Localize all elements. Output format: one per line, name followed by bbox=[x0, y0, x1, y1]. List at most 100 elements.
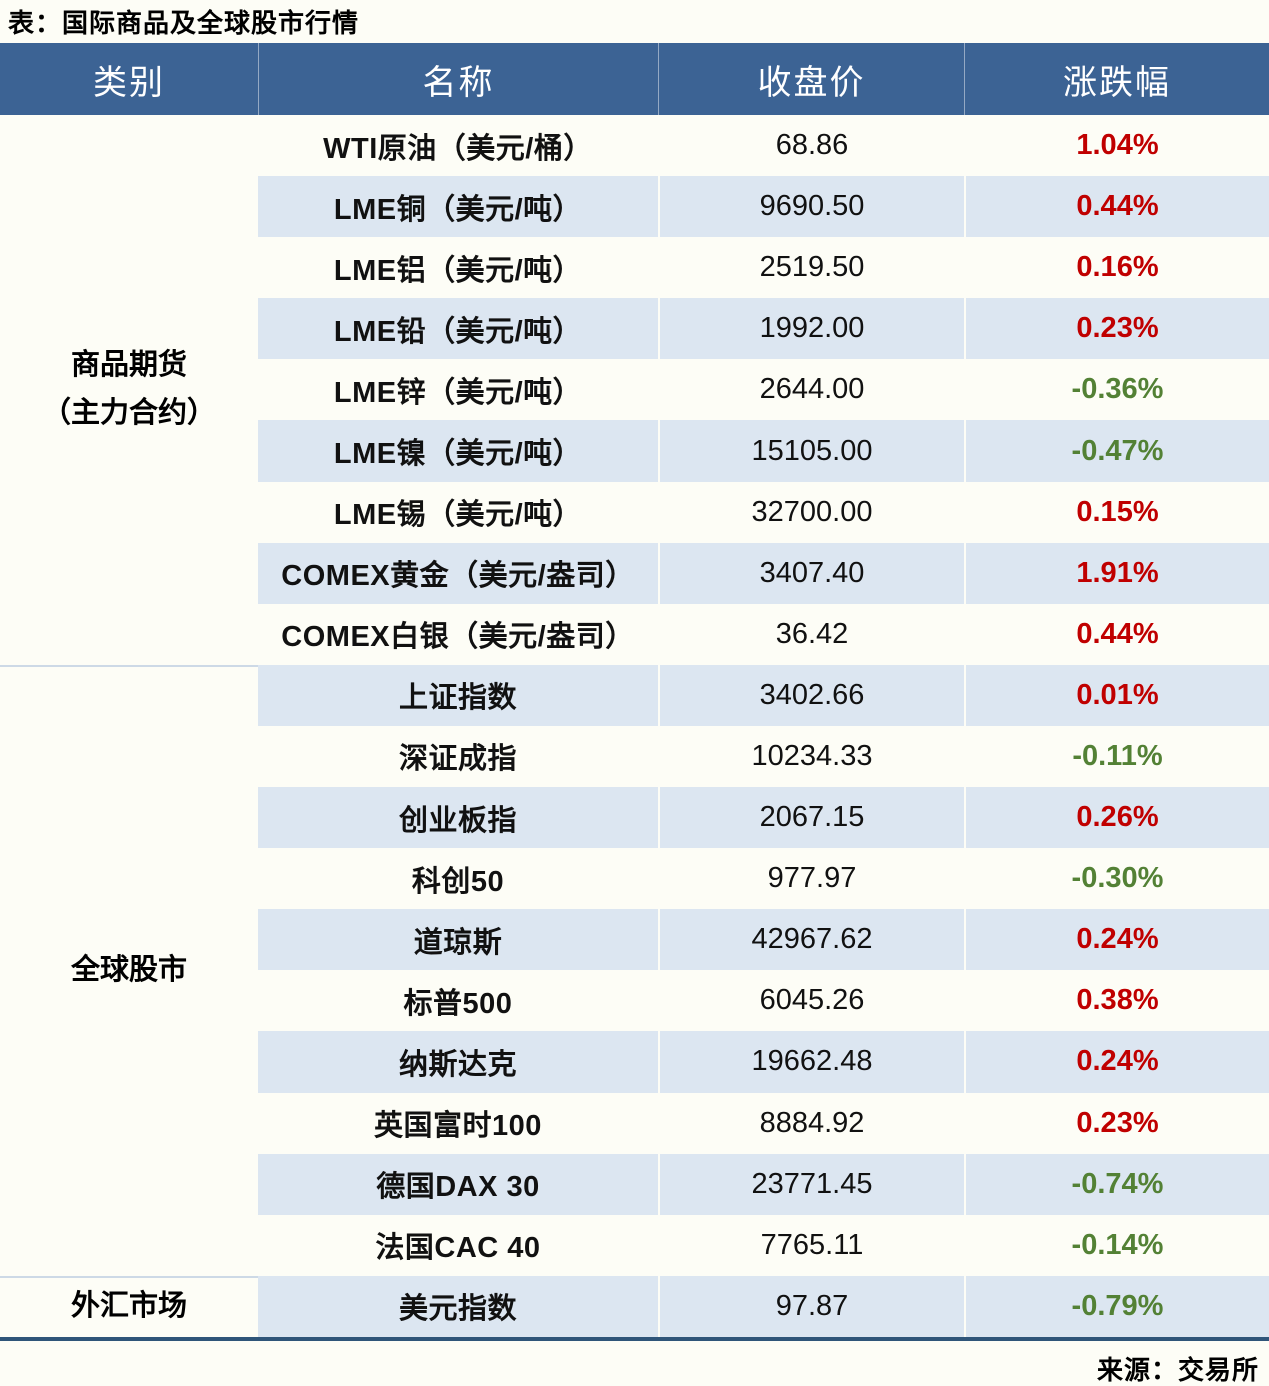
table-row: 法国CAC 40 7765.11 -0.14% bbox=[258, 1214, 1269, 1276]
close-price-cell: 7765.11 bbox=[658, 1214, 964, 1276]
table-row: LME铜（美元/吨） 9690.50 0.44% bbox=[258, 176, 1269, 238]
close-price-cell: 23771.45 bbox=[658, 1153, 964, 1215]
name-cell: 法国CAC 40 bbox=[375, 1232, 541, 1265]
change-percent-cell: 1.04% bbox=[964, 115, 1269, 177]
table-section: 商品期货 （主力合约） WTI原油（美元/桶） 68.86 1.04% LME铜（美元/吨… bbox=[0, 115, 1269, 665]
category-label-line: （主力合约） bbox=[41, 396, 216, 429]
close-price-cell: 2519.50 bbox=[658, 237, 964, 299]
change-percent-cell: -0.74% bbox=[964, 1153, 1269, 1215]
table-section: 外汇市场 美元指数 97.87 -0.79% bbox=[0, 1275, 1269, 1337]
close-price-cell: 68.86 bbox=[658, 115, 964, 177]
table-row: COMEX白银（美元/盎司） 36.42 0.44% bbox=[258, 603, 1269, 665]
table-row: LME铅（美元/吨） 1992.00 0.23% bbox=[258, 298, 1269, 360]
header-cell-change: 涨跌幅 bbox=[964, 43, 1269, 115]
change-percent-cell: 0.01% bbox=[964, 664, 1269, 726]
table-row: LME锌（美元/吨） 2644.00 -0.36% bbox=[258, 359, 1269, 421]
name-cell: 深证成指 bbox=[398, 743, 517, 776]
table-row: 上证指数 3402.66 0.01% bbox=[258, 664, 1269, 726]
close-price-cell: 15105.00 bbox=[658, 420, 964, 482]
change-percent-cell: 0.23% bbox=[964, 298, 1269, 360]
table-row: COMEX黄金（美元/盎司） 3407.40 1.91% bbox=[258, 542, 1269, 604]
name-cell: COMEX白银（美元/盎司） bbox=[281, 621, 635, 654]
change-percent-cell: 0.24% bbox=[964, 909, 1269, 971]
name-cell: 创业板指 bbox=[398, 804, 517, 837]
name-cell: 上证指数 bbox=[398, 682, 517, 715]
name-cell: 道琼斯 bbox=[413, 926, 503, 959]
change-percent-cell: 0.38% bbox=[964, 970, 1269, 1032]
change-percent-cell: -0.30% bbox=[964, 848, 1269, 910]
name-cell: 纳斯达克 bbox=[398, 1048, 517, 1081]
close-price-cell: 6045.26 bbox=[658, 970, 964, 1032]
close-price-cell: 19662.48 bbox=[658, 1031, 964, 1093]
change-percent-cell: 0.16% bbox=[964, 237, 1269, 299]
header-cell-name: 名称 bbox=[258, 43, 658, 115]
table-row: 深证成指 10234.33 -0.11% bbox=[258, 725, 1269, 788]
category-cell: 商品期货 （主力合约） bbox=[0, 115, 258, 665]
table-row: LME铝（美元/吨） 2519.50 0.16% bbox=[258, 237, 1269, 299]
close-price-cell: 10234.33 bbox=[658, 725, 964, 788]
change-percent-cell: -0.14% bbox=[964, 1214, 1269, 1276]
table-row: LME镍（美元/吨） 15105.00 -0.47% bbox=[258, 420, 1269, 482]
name-cell: LME铝（美元/吨） bbox=[333, 254, 583, 287]
change-percent-cell: 0.44% bbox=[964, 176, 1269, 238]
name-cell: COMEX黄金（美元/盎司） bbox=[281, 560, 635, 593]
name-cell: 英国富时100 bbox=[374, 1110, 542, 1143]
name-cell: 科创50 bbox=[411, 865, 505, 898]
name-cell: LME镍（美元/吨） bbox=[333, 438, 583, 471]
change-percent-cell: 0.26% bbox=[964, 787, 1269, 849]
table-section: 全球股市 上证指数 3402.66 0.01% 深证成指 10234.33 -0.11% 创业… bbox=[0, 664, 1269, 1276]
name-cell: 美元指数 bbox=[398, 1293, 517, 1326]
change-percent-cell: 0.15% bbox=[964, 481, 1269, 543]
category-label-line: 外汇市场 bbox=[70, 1290, 187, 1323]
category-label-line: 全球股市 bbox=[70, 954, 187, 987]
name-cell: 标普500 bbox=[403, 987, 513, 1020]
close-price-cell: 8884.92 bbox=[658, 1092, 964, 1154]
category-cell: 外汇市场 bbox=[0, 1275, 258, 1337]
change-percent-cell: 0.23% bbox=[964, 1092, 1269, 1154]
name-cell: LME铜（美元/吨） bbox=[333, 193, 583, 226]
close-price-cell: 977.97 bbox=[658, 848, 964, 910]
table-row: WTI原油（美元/桶） 68.86 1.04% bbox=[258, 115, 1269, 177]
source-note: 来源：交易所 bbox=[1096, 1354, 1259, 1385]
name-cell: LME锌（美元/吨） bbox=[333, 376, 583, 409]
change-percent-cell: -0.36% bbox=[964, 359, 1269, 421]
close-price-cell: 36.42 bbox=[658, 603, 964, 665]
table-row: 创业板指 2067.15 0.26% bbox=[258, 787, 1269, 849]
header-cell-close: 收盘价 bbox=[658, 43, 964, 115]
change-percent-cell: 0.24% bbox=[964, 1031, 1269, 1093]
table-row: 标普500 6045.26 0.38% bbox=[258, 970, 1269, 1032]
change-percent-cell: -0.79% bbox=[964, 1275, 1269, 1337]
table-header-row: 类别 名称 收盘价 涨跌幅 bbox=[0, 43, 1269, 115]
table-body: 商品期货 （主力合约） WTI原油（美元/桶） 68.86 1.04% LME铜（美元/吨… bbox=[0, 115, 1269, 1337]
section-rows: WTI原油（美元/桶） 68.86 1.04% LME铜（美元/吨） 9690.50 0.… bbox=[258, 115, 1269, 665]
page-title: 表：国际商品及全球股市行情 bbox=[8, 8, 360, 38]
close-price-cell: 9690.50 bbox=[658, 176, 964, 238]
name-cell: 德国DAX 30 bbox=[376, 1171, 540, 1204]
category-label-line: 商品期货 bbox=[70, 349, 187, 382]
header-cell-category: 类别 bbox=[93, 64, 165, 102]
close-price-cell: 2644.00 bbox=[658, 359, 964, 421]
name-cell: LME锡（美元/吨） bbox=[333, 499, 583, 532]
table-row: 英国富时100 8884.92 0.23% bbox=[258, 1092, 1269, 1154]
change-percent-cell: 1.91% bbox=[964, 542, 1269, 604]
close-price-cell: 2067.15 bbox=[658, 787, 964, 849]
name-cell: WTI原油（美元/桶） bbox=[323, 132, 593, 165]
change-percent-cell: 0.44% bbox=[964, 603, 1269, 665]
close-price-cell: 1992.00 bbox=[658, 298, 964, 360]
table-row: LME锡（美元/吨） 32700.00 0.15% bbox=[258, 481, 1269, 543]
table-row: 科创50 977.97 -0.30% bbox=[258, 848, 1269, 910]
close-price-cell: 32700.00 bbox=[658, 481, 964, 543]
section-rows: 美元指数 97.87 -0.79% bbox=[258, 1275, 1269, 1337]
close-price-cell: 3407.40 bbox=[658, 542, 964, 604]
change-percent-cell: -0.47% bbox=[964, 420, 1269, 482]
section-rows: 上证指数 3402.66 0.01% 深证成指 10234.33 -0.11% 创业板指 20… bbox=[258, 664, 1269, 1276]
market-table: 类别 名称 收盘价 涨跌幅 商品期货 （主力合约） WTI原油（美元/桶） 68.86… bbox=[0, 43, 1269, 1341]
close-price-cell: 42967.62 bbox=[658, 909, 964, 971]
category-cell: 全球股市 bbox=[0, 664, 258, 1276]
table-row: 纳斯达克 19662.48 0.24% bbox=[258, 1031, 1269, 1093]
name-cell: LME铅（美元/吨） bbox=[333, 315, 583, 348]
close-price-cell: 3402.66 bbox=[658, 664, 964, 726]
change-percent-cell: -0.11% bbox=[964, 725, 1269, 788]
table-row: 德国DAX 30 23771.45 -0.74% bbox=[258, 1153, 1269, 1215]
